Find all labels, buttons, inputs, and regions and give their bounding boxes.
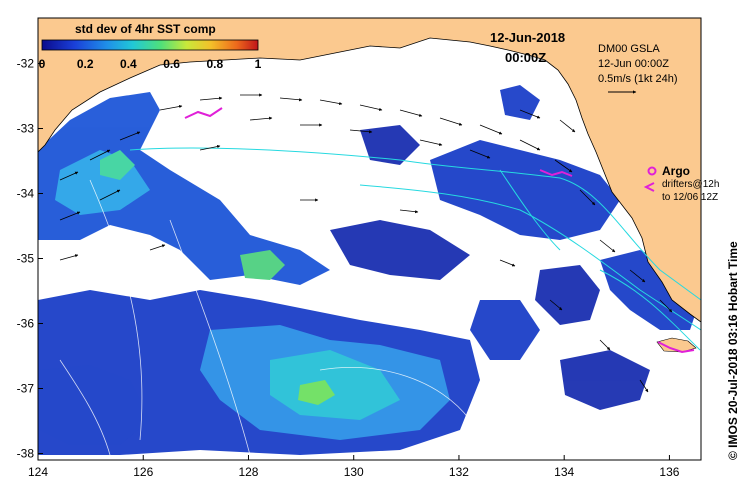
drifter-tracks [184, 107, 695, 354]
colorbar-gradient [41, 39, 259, 51]
colorbar-tick-label: 0.4 [120, 57, 137, 71]
gsla-title: DM00 GSLA [598, 43, 660, 55]
x-tick-label: 128 [238, 465, 258, 479]
imos-watermark: © IMOS 20-Jul-2018 03:16 Hobart Time [726, 241, 740, 460]
y-tick-label: -34 [17, 187, 35, 201]
y-tick-label: -35 [17, 252, 35, 266]
sla-contours [129, 147, 701, 351]
colorbar-tick-label: 0.6 [163, 57, 180, 71]
x-tick-label: 130 [344, 465, 364, 479]
colorbar-tick-label: 1 [255, 57, 262, 71]
y-tick-label: -36 [17, 317, 35, 331]
x-tick-label: 124 [28, 465, 48, 479]
colorbar-title: std dev of 4hr SST comp [75, 22, 216, 36]
argo-label: Argo [662, 164, 690, 178]
plot-frame [37, 17, 702, 461]
x-tick-label: 134 [554, 465, 574, 479]
y-tick-label: -37 [17, 382, 35, 396]
colorbar-tick-label: 0.2 [77, 57, 94, 71]
colorbar: std dev of 4hr SST comp 0 0.2 0.4 0.6 0.8 1 [39, 22, 262, 71]
colorbar-tick-label: 0 [39, 57, 46, 71]
x-tick-label: 136 [659, 465, 679, 479]
argo-legend: Argo drifters@12h to 12/06 12Z [643, 164, 719, 203]
y-axis: -32 -33 -34 -35 -36 -37 -38 [17, 57, 43, 461]
coastline [38, 37, 701, 323]
scale-label: 0.5m/s (1kt 24h) [598, 73, 677, 85]
map-plot-area [38, 18, 701, 460]
bathymetry-contours [59, 179, 471, 456]
drifters-label: drifters@12h [662, 179, 719, 190]
map-time: 00:00Z [505, 50, 546, 65]
argo-marker-icon [647, 166, 657, 176]
x-tick-label: 132 [449, 465, 469, 479]
map-date: 12-Jun-2018 [490, 30, 565, 45]
kangaroo-island [656, 337, 697, 353]
y-tick-label: -38 [17, 447, 35, 461]
gsla-time: 12-Jun 00:00Z [598, 58, 669, 70]
drifter-legend-icon [643, 182, 655, 192]
y-tick-label: -32 [17, 57, 35, 71]
drifters-range: to 12/06 12Z [662, 192, 718, 203]
colorbar-ticks: 0 0.2 0.4 0.6 0.8 1 [39, 57, 262, 71]
colorbar-tick-label: 0.8 [206, 57, 223, 71]
y-tick-label: -33 [17, 122, 35, 136]
velocity-vectors [59, 93, 673, 393]
x-tick-label: 126 [133, 465, 153, 479]
x-axis: 124 126 128 130 132 134 136 [28, 455, 680, 479]
